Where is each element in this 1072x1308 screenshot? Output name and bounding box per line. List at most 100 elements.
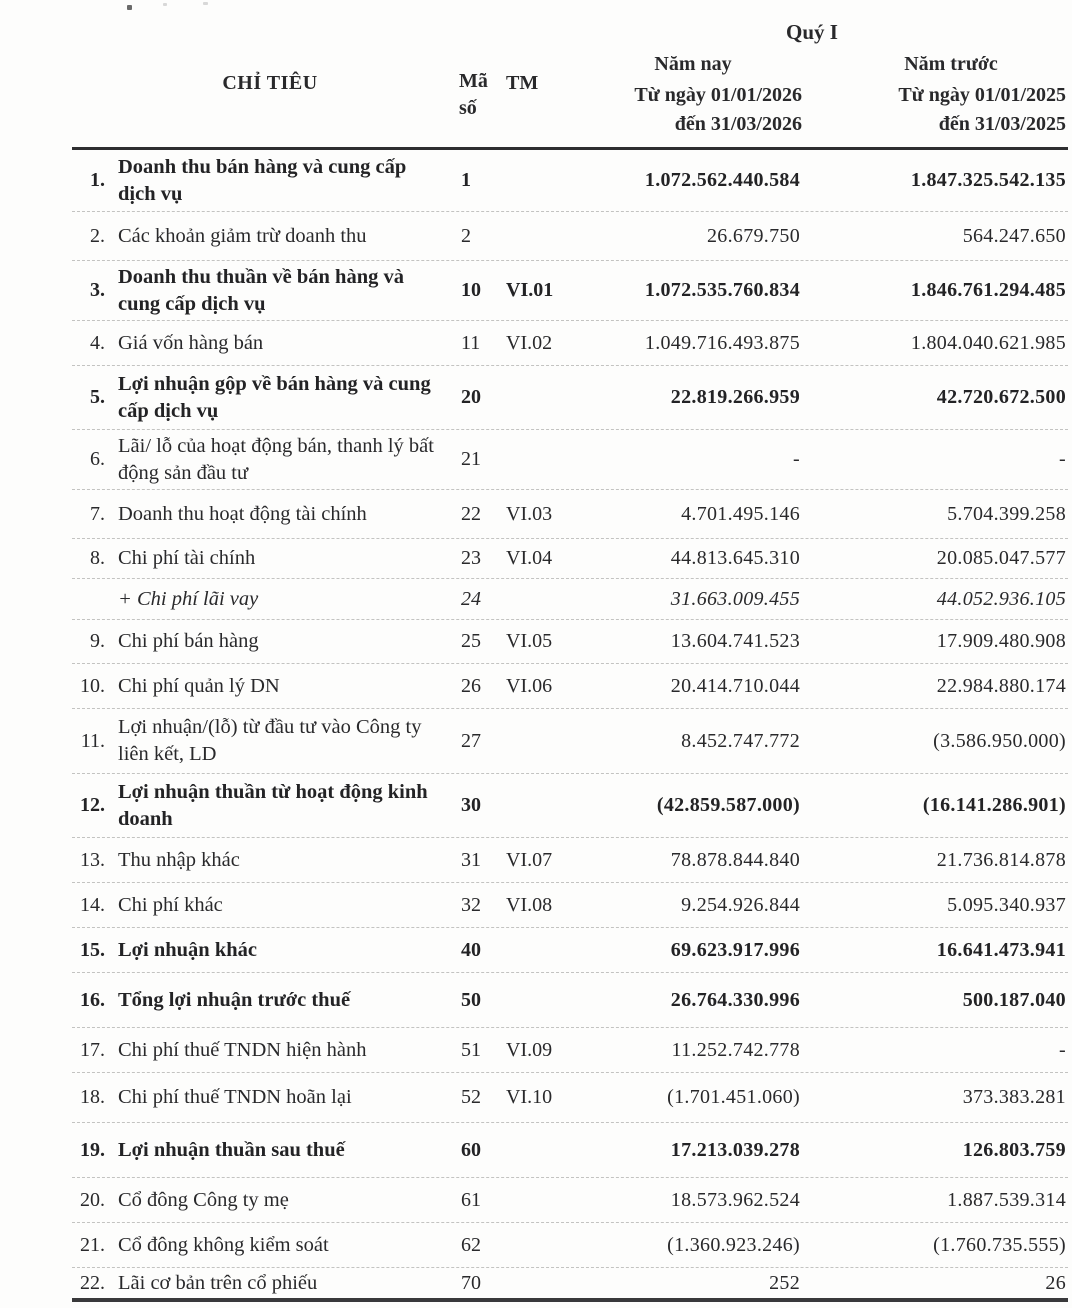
row-current-value: 20.414.710.044 <box>670 674 800 697</box>
column-header-notes: TM <box>506 72 539 94</box>
row-prior-value: 26 <box>1045 1271 1066 1294</box>
row-number: 13. <box>80 848 105 871</box>
table-body: 1. Doanh thu bán hàng và cung cấp dịch vụ… <box>72 150 1068 1302</box>
row-label: Các khoản giảm trừ doanh thu <box>118 224 367 247</box>
current-period-range: Từ ngày 01/01/2026 đến 31/03/2026 <box>556 81 808 139</box>
row-prior-value: - <box>1059 1038 1066 1061</box>
row-current-value: 13.604.741.523 <box>670 630 800 652</box>
row-prior-value: 126.803.759 <box>962 1138 1066 1161</box>
row-number: 8. <box>90 547 105 569</box>
row-current-value: 69.623.917.996 <box>670 938 800 961</box>
row-label: Lãi/ lỗ của hoạt động bán, thanh lý bất … <box>118 434 434 484</box>
row-prior-value: 17.909.480.908 <box>936 630 1066 652</box>
row-current-value: 44.813.645.310 <box>670 547 800 569</box>
quarter-title: Quý I <box>786 20 838 44</box>
row-prior-value: 22.984.880.174 <box>936 674 1066 697</box>
row-note-ref: VI.07 <box>506 848 553 871</box>
row-current-value: 1.049.716.493.875 <box>644 331 800 354</box>
table-row: 4. Giá vốn hàng bán 11 VI.02 1.049.716.493.8… <box>72 321 1068 366</box>
column-header-code-line2: số <box>459 97 477 119</box>
row-note-ref: VI.06 <box>506 674 553 697</box>
row-prior-value: 1.887.539.314 <box>947 1188 1066 1211</box>
row-prior-value: 5.704.399.258 <box>947 502 1066 525</box>
row-code: 31 <box>461 848 481 871</box>
row-label: Lợi nhuận/(lỗ) từ đầu tư vào Công ty liê… <box>118 716 422 765</box>
prior-year-label: Năm trước <box>904 53 998 75</box>
table-row: 17. Chi phí thuế TNDN hiện hành 51 VI.09 11.… <box>72 1028 1068 1073</box>
row-number: 4. <box>90 331 105 354</box>
row-code: 22 <box>461 502 481 525</box>
row-current-value: 8.452.747.772 <box>681 729 800 752</box>
row-code: 25 <box>461 630 481 652</box>
row-label: Doanh thu bán hàng và cung cấp dịch vụ <box>118 155 407 205</box>
row-current-value: 31.663.009.455 <box>670 587 800 610</box>
row-code: 1 <box>461 169 471 191</box>
table-row: 11. Lợi nhuận/(lỗ) từ đầu tư vào Công ty … <box>72 709 1068 774</box>
row-label: + Chi phí lãi vay <box>118 587 259 610</box>
table-row: + Chi phí lãi vay 24 31.663.009.455 44.052.… <box>72 579 1068 620</box>
row-current-value: (42.859.587.000) <box>656 794 800 816</box>
row-current-value: 9.254.926.844 <box>681 893 800 916</box>
row-code: 24 <box>461 587 481 610</box>
row-label: Tổng lợi nhuận trước thuế <box>118 988 351 1011</box>
row-current-value: 26.679.750 <box>707 224 800 247</box>
row-number: 5. <box>90 386 105 408</box>
row-prior-value: 1.847.325.542.135 <box>910 169 1066 191</box>
row-label: Thu nhập khác <box>118 848 240 871</box>
row-prior-value: (3.586.950.000) <box>933 729 1066 752</box>
row-prior-value: 5.095.340.937 <box>947 893 1066 916</box>
row-number: 19. <box>80 1138 105 1161</box>
row-code: 60 <box>461 1138 481 1161</box>
row-number: 16. <box>80 988 105 1011</box>
prior-period-range: Từ ngày 01/01/2025 đến 31/03/2025 <box>808 81 1068 139</box>
table-row: 2. Các khoản giảm trừ doanh thu 2 26.679.75… <box>72 212 1068 261</box>
current-period-to: đến 31/03/2026 <box>674 113 802 135</box>
column-header-prior-year: Năm trước Từ ngày 01/01/2025 đến 31/03/2… <box>808 53 1068 139</box>
table-row: 22. Lãi cơ bản trên cổ phiếu 70 252 26 <box>72 1268 1068 1302</box>
row-current-value: (1.701.451.060) <box>667 1086 800 1108</box>
income-statement-table: CHỈ TIÊU Mã số TM Quý I Năm nay Từ ngày … <box>72 0 1068 1302</box>
row-label: Lợi nhuận thuần từ hoạt động kinh doanh <box>118 780 428 830</box>
row-label: Chi phí quản lý DN <box>118 674 280 697</box>
row-label: Lợi nhuận khác <box>118 938 257 961</box>
table-row: 20. Cổ đông Công ty mẹ 61 18.573.962.524 1.8… <box>72 1178 1068 1223</box>
row-code: 2 <box>461 224 471 247</box>
row-label: Chi phí thuế TNDN hoãn lại <box>118 1086 352 1108</box>
row-current-value: 1.072.562.440.584 <box>644 169 800 191</box>
row-prior-value: 16.641.473.941 <box>936 938 1066 961</box>
table-row: 13. Thu nhập khác 31 VI.07 78.878.844.840 21.… <box>72 838 1068 883</box>
row-number: 21. <box>80 1233 105 1256</box>
row-note-ref: VI.03 <box>506 502 553 525</box>
scan-artifact-dot <box>203 2 208 5</box>
row-note-ref: VI.09 <box>506 1038 553 1061</box>
row-label: Chi phí bán hàng <box>118 630 259 652</box>
row-note-ref: VI.01 <box>506 279 554 301</box>
row-number: 6. <box>90 448 105 470</box>
table-header: CHỈ TIÊU Mã số TM Quý I Năm nay Từ ngày … <box>72 0 1068 150</box>
row-number: 17. <box>80 1038 105 1061</box>
row-current-value: 1.072.535.760.834 <box>644 279 800 301</box>
table-row: 3. Doanh thu thuần về bán hàng và cung cấ… <box>72 261 1068 321</box>
row-current-value: 17.213.039.278 <box>670 1138 800 1161</box>
row-number: 12. <box>80 794 105 816</box>
row-prior-value: - <box>1059 448 1066 470</box>
row-code: 10 <box>461 279 481 301</box>
row-code: 26 <box>461 674 481 697</box>
row-current-value: - <box>793 448 800 470</box>
row-prior-value: (1.760.735.555) <box>933 1233 1066 1256</box>
row-prior-value: 20.085.047.577 <box>936 547 1066 569</box>
current-period-from: Từ ngày 01/01/2026 <box>634 84 802 106</box>
row-code: 21 <box>461 448 481 470</box>
row-note-ref: VI.10 <box>506 1086 553 1108</box>
table-row: 1. Doanh thu bán hàng và cung cấp dịch vụ… <box>72 150 1068 212</box>
scan-artifact-dot <box>163 3 167 6</box>
current-year-label: Năm nay <box>654 53 732 75</box>
row-code: 62 <box>461 1233 481 1256</box>
row-code: 32 <box>461 893 481 916</box>
row-number: 20. <box>80 1188 105 1211</box>
row-code: 52 <box>461 1086 481 1108</box>
table-row: 21. Cổ đông không kiểm soát 62 (1.360.923.2… <box>72 1223 1068 1268</box>
row-number: 1. <box>90 169 105 191</box>
row-prior-value: 500.187.040 <box>962 988 1066 1011</box>
